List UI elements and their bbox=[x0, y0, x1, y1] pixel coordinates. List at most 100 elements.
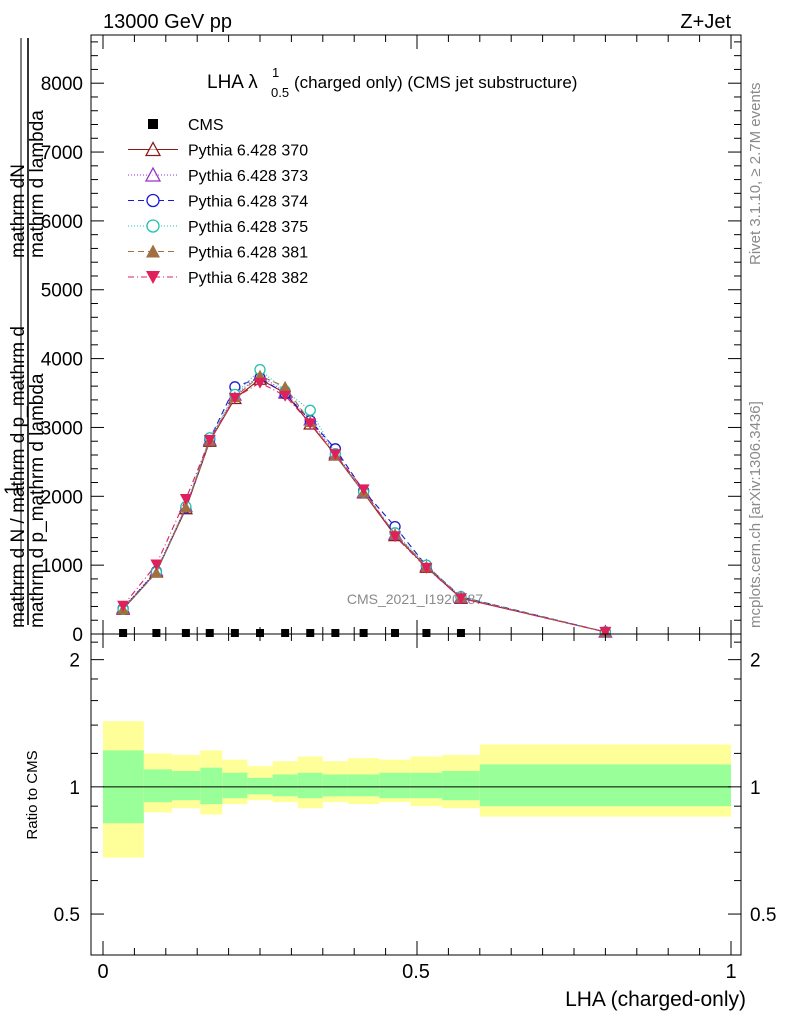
series-line bbox=[122, 368, 606, 633]
ratio-y-ticks: 0.5 0.5 1 1 2 2 bbox=[54, 641, 776, 926]
data-point bbox=[391, 629, 400, 637]
legend-marker bbox=[146, 219, 160, 233]
legend-marker bbox=[146, 244, 160, 258]
process-label: Z+Jet bbox=[680, 11, 731, 33]
legend-label: CMS bbox=[188, 117, 224, 134]
ratio-y-tick-label: 2 bbox=[69, 651, 80, 672]
main-y-tick-label: 5000 bbox=[41, 281, 83, 302]
x-tick-label-0: 0 bbox=[97, 961, 108, 983]
data-point bbox=[152, 629, 161, 637]
data-point bbox=[179, 494, 192, 506]
y-label-numer-line-2: mathrm dN bbox=[8, 164, 29, 258]
data-point bbox=[357, 484, 370, 496]
ratio-y-tick-label: 0.5 bbox=[54, 905, 80, 926]
legend-entry: CMS bbox=[148, 117, 224, 134]
legend-label: Pythia 6.428 382 bbox=[188, 270, 308, 287]
y-label-denom-line-1: mathrm d p_mathrm d lambda bbox=[27, 373, 48, 628]
legend: CMS Pythia 6.428 370 Pythia 6.428 373 Pythi… bbox=[128, 117, 308, 287]
stat-uncertainty-band bbox=[322, 774, 348, 797]
main-y-tick-label: 2000 bbox=[41, 487, 83, 508]
main-plot: 0 1000 2000 3000 4000 5000 6000 7000 8000 CMS_20… bbox=[2, 34, 742, 646]
data-point bbox=[205, 629, 214, 637]
stat-uncertainty-band bbox=[200, 767, 223, 805]
stat-uncertainty-band bbox=[297, 772, 323, 799]
rivet-label: Rivet 3.1.10, ≥ 2.7M events bbox=[747, 83, 764, 266]
data-point bbox=[279, 390, 292, 402]
x-axis-label: LHA (charged-only) bbox=[565, 988, 746, 1011]
legend-label: Pythia 6.428 373 bbox=[188, 168, 308, 185]
data-point bbox=[179, 501, 192, 513]
stat-uncertainty-band bbox=[347, 774, 380, 797]
data-point bbox=[181, 629, 190, 637]
data-point bbox=[454, 593, 467, 605]
data-point bbox=[119, 629, 128, 637]
data-point bbox=[256, 629, 264, 637]
x-tick-label-1: 1 bbox=[725, 961, 736, 983]
legend-label: Pythia 6.428 374 bbox=[188, 194, 308, 211]
main-y-tick-label: 7000 bbox=[41, 143, 83, 164]
legend-entry: Pythia 6.428 375 bbox=[128, 219, 308, 236]
plot-title: LHA λ 1 0.5 (charged only) (CMS jet subs… bbox=[207, 65, 577, 100]
data-point bbox=[203, 434, 216, 446]
data-point bbox=[254, 377, 266, 389]
data-point bbox=[117, 600, 130, 612]
legend-entry: Pythia 6.428 382 bbox=[128, 270, 308, 287]
data-point bbox=[150, 559, 163, 571]
legend-entry: Pythia 6.428 370 bbox=[128, 141, 308, 160]
main-y-tick-label: 6000 bbox=[41, 212, 83, 233]
data-point bbox=[150, 566, 163, 578]
legend-label: Pythia 6.428 375 bbox=[188, 219, 308, 236]
legend-marker bbox=[144, 141, 162, 157]
energy-label: 13000 GeV pp bbox=[103, 11, 232, 33]
y-label-numer-line-1: mathrm d lambda bbox=[27, 110, 48, 258]
legend-entry: Pythia 6.428 381 bbox=[128, 244, 308, 262]
plot-title-superscript: 1 bbox=[272, 65, 279, 80]
data-point bbox=[331, 629, 340, 637]
ratio-y-tick-label-right: 1 bbox=[750, 778, 761, 799]
ratio-plot-frame bbox=[90, 633, 742, 956]
main-y-tick-label: 4000 bbox=[41, 350, 83, 371]
x-tick-label-0p5: 0.5 bbox=[402, 961, 430, 983]
data-point bbox=[306, 629, 315, 637]
stat-uncertainty-band bbox=[379, 772, 411, 799]
series-line bbox=[122, 382, 606, 633]
data-point bbox=[422, 629, 431, 637]
legend-label: Pythia 6.428 370 bbox=[188, 143, 308, 160]
stat-uncertainty-band bbox=[410, 772, 443, 799]
main-y-tick-label: 8000 bbox=[41, 74, 83, 95]
data-point bbox=[389, 531, 402, 543]
series-cms bbox=[119, 629, 465, 637]
data-point bbox=[230, 629, 239, 637]
ratio-plot: 0.5 0.5 1 1 2 2 Ratio to CMS bbox=[24, 633, 776, 956]
data-point bbox=[279, 380, 292, 392]
data-point bbox=[329, 449, 342, 461]
mcplots-label: mcplots.cern.ch [arXiv:1306.3436] bbox=[747, 401, 764, 628]
y-label-one: 1 bbox=[2, 484, 23, 495]
data-point bbox=[420, 562, 433, 574]
plot-title-prefix: LHA λ bbox=[207, 72, 258, 93]
ratio-y-tick-label: 1 bbox=[69, 778, 80, 799]
main-y-ticks: 0 1000 2000 3000 4000 5000 6000 7000 8000 bbox=[41, 41, 741, 646]
data-point bbox=[456, 629, 465, 637]
main-plot-data bbox=[116, 363, 613, 638]
plot-title-suffix: (charged only) (CMS jet substructure) bbox=[294, 73, 577, 92]
plot-title-subscript: 0.5 bbox=[271, 85, 289, 100]
y-label-denom-line-2: mathrm d N / mathrm d p_mathrm d bbox=[8, 326, 29, 628]
legend-marker bbox=[146, 271, 160, 284]
data-point bbox=[228, 392, 241, 404]
legend-marker bbox=[144, 166, 162, 182]
data-point bbox=[599, 626, 612, 638]
legend-label: Pythia 6.428 381 bbox=[188, 245, 308, 262]
main-y-label: mathrm d lambda mathrm dN mathrm d p_mat… bbox=[2, 38, 48, 628]
stat-uncertainty-band bbox=[143, 769, 173, 803]
main-x-ticks bbox=[102, 35, 732, 634]
main-y-tick-label: 0 bbox=[72, 625, 83, 646]
legend-marker bbox=[146, 193, 160, 208]
analysis-watermark: CMS_2021_I1920187 bbox=[347, 591, 483, 607]
stat-uncertainty-band bbox=[442, 771, 480, 801]
data-point bbox=[304, 418, 317, 430]
legend-entry: Pythia 6.428 373 bbox=[128, 166, 308, 185]
data-point bbox=[359, 629, 368, 637]
main-y-tick-label: 3000 bbox=[41, 418, 83, 439]
